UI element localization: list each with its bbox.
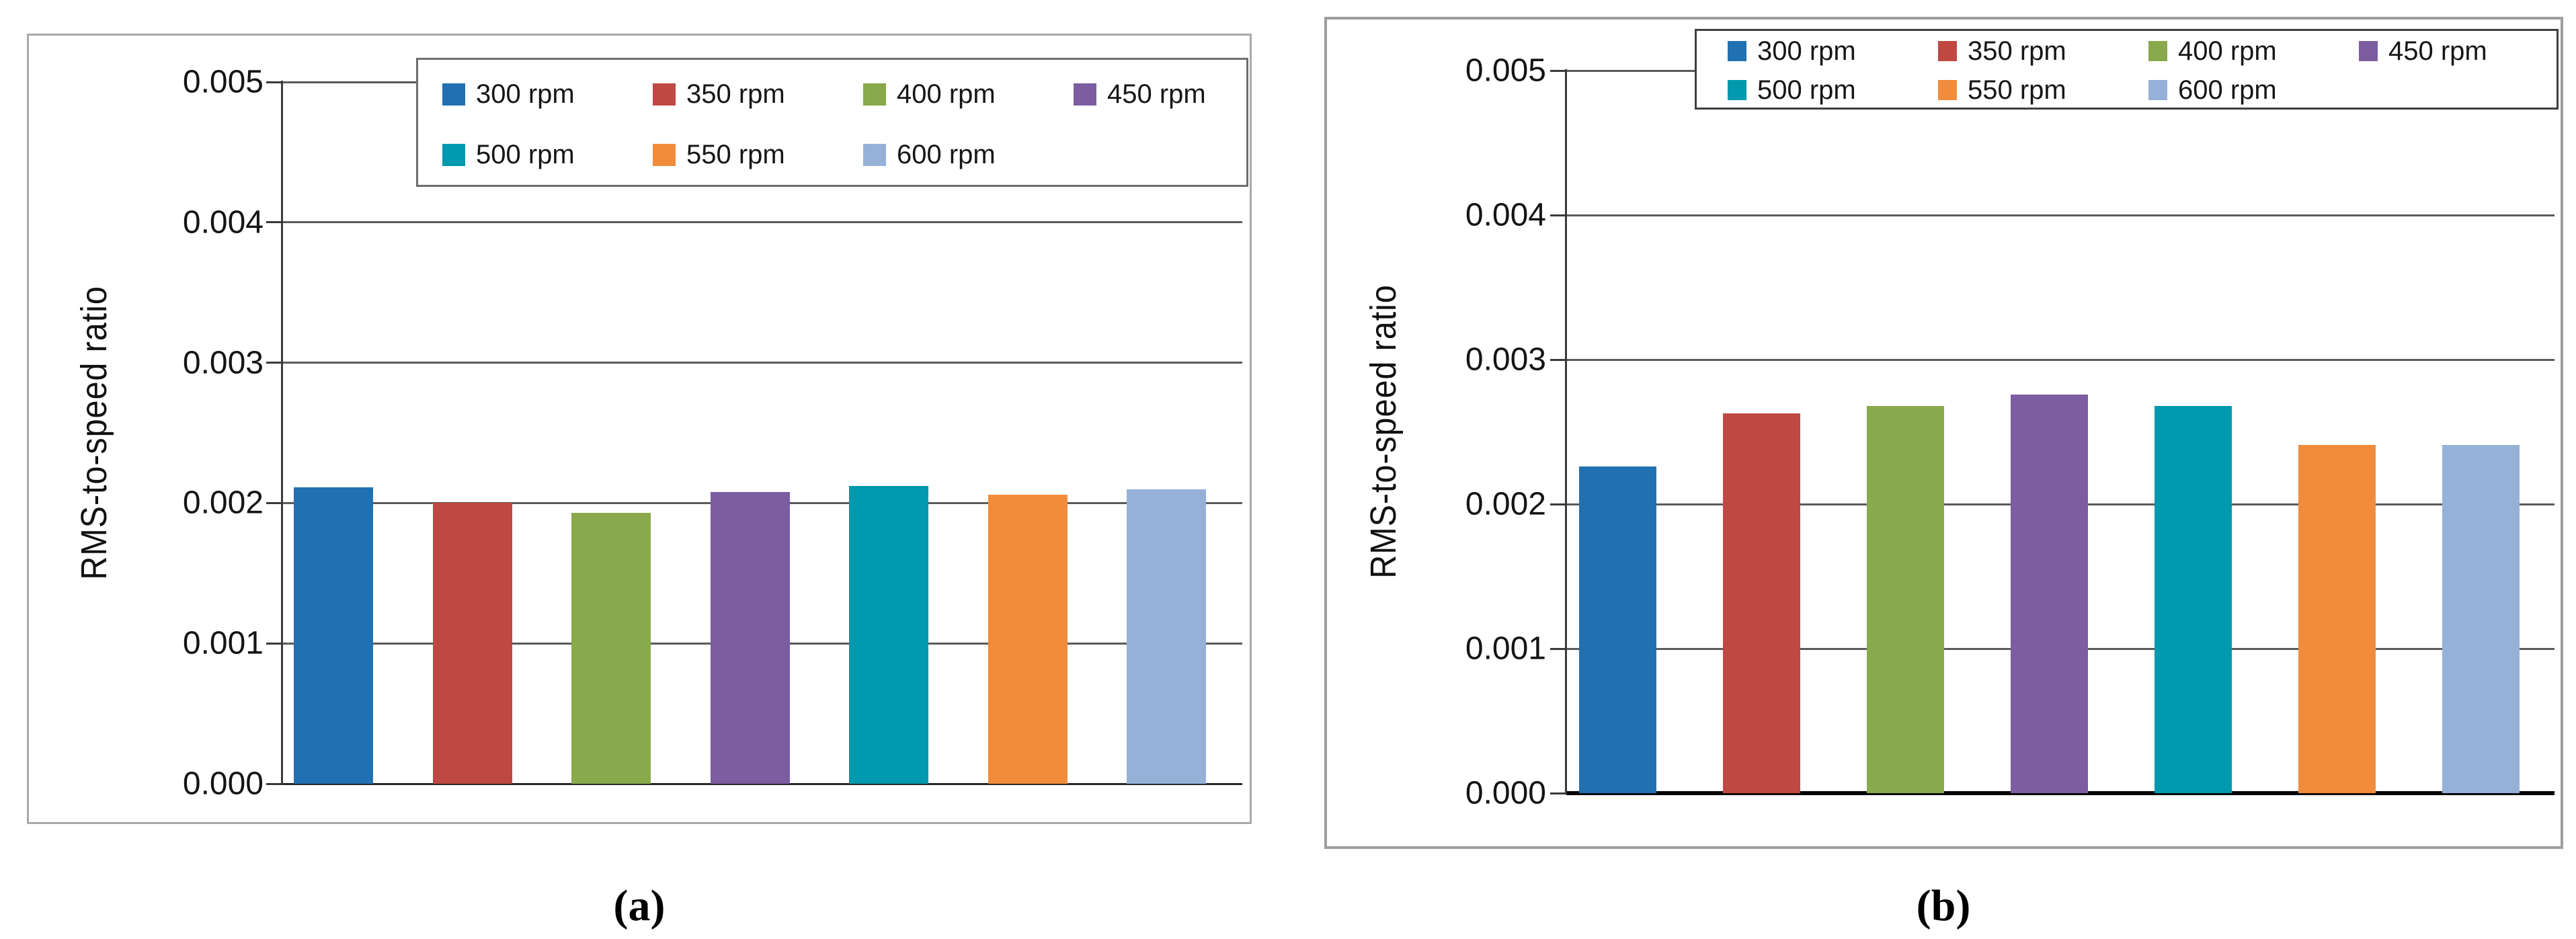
gridline-b xyxy=(1566,358,2554,361)
y-axis-line-a xyxy=(281,81,283,785)
y-tick-label-a: 0.003 xyxy=(182,345,264,381)
bar-500rpm xyxy=(849,486,928,784)
y-tick-b xyxy=(1550,214,1566,216)
y-tick-label-a: 0.000 xyxy=(182,766,264,802)
legend-label: 350 rpm xyxy=(1968,36,2066,66)
legend-a: 300 rpm 350 rpm 400 rpm 450 rpm 500 rpm 550 r… xyxy=(416,58,1248,187)
y-tick-label-b: 0.005 xyxy=(1465,52,1546,89)
legend-b: 300 rpm 350 rpm 400 rpm 450 rpm 500 rpm 550 r… xyxy=(1695,29,2559,110)
gridline-b xyxy=(1566,214,2554,216)
legend-item-300rpm: 300 rpm xyxy=(442,79,653,110)
legend-label: 450 rpm xyxy=(1107,79,1206,109)
legend-swatch-icon xyxy=(442,83,465,106)
legend-item-550rpm: 550 rpm xyxy=(653,140,863,170)
gridline-a xyxy=(282,221,1242,224)
bar-350rpm xyxy=(1723,413,1800,793)
y-tick-label-a: 0.002 xyxy=(182,485,264,521)
legend-swatch-icon xyxy=(2148,80,2167,100)
y-tick-label-b: 0.003 xyxy=(1465,341,1546,378)
legend-label: 600 rpm xyxy=(897,139,996,169)
gridline-a xyxy=(282,362,1242,364)
legend-label: 400 rpm xyxy=(897,79,996,109)
legend-swatch-icon xyxy=(1938,41,1957,61)
legend-label: 600 rpm xyxy=(2178,75,2277,105)
legend-item-450rpm: 450 rpm xyxy=(2359,36,2569,67)
caption-a: (a) xyxy=(613,881,666,930)
legend-item-500rpm: 500 rpm xyxy=(1728,75,1938,106)
legend-item-600rpm: 600 rpm xyxy=(863,140,1074,170)
legend-item-500rpm: 500 rpm xyxy=(442,140,653,170)
y-tick-label-a: 0.004 xyxy=(182,204,264,241)
legend-swatch-icon xyxy=(1938,80,1957,100)
legend-swatch-icon xyxy=(653,83,676,106)
y-tick-label-b: 0.002 xyxy=(1465,486,1546,522)
x-axis-line-b xyxy=(1566,791,2554,795)
legend-swatch-icon xyxy=(863,143,886,166)
legend-item-600rpm: 600 rpm xyxy=(2148,75,2359,106)
y-tick-b xyxy=(1550,69,1566,72)
y-tick-b xyxy=(1550,647,1566,650)
caption-b: (b) xyxy=(1916,881,1971,930)
legend-swatch-icon xyxy=(442,143,465,166)
y-tick-label-b: 0.000 xyxy=(1465,775,1546,811)
legend-item-400rpm: 400 rpm xyxy=(2148,36,2359,67)
bar-600rpm xyxy=(2442,445,2520,793)
y-tick-label-a: 0.005 xyxy=(182,64,264,100)
legend-label: 350 rpm xyxy=(686,79,785,109)
y-tick-a xyxy=(266,81,282,83)
legend-swatch-icon xyxy=(1728,41,1746,61)
bar-550rpm xyxy=(988,495,1068,784)
legend-swatch-icon xyxy=(2359,41,2378,61)
legend-item-350rpm: 350 rpm xyxy=(653,79,863,110)
legend-item-300rpm: 300 rpm xyxy=(1728,36,1938,67)
legend-label: 550 rpm xyxy=(1968,75,2066,105)
legend-swatch-icon xyxy=(863,83,886,106)
bar-400rpm xyxy=(1867,406,1944,793)
bar-550rpm xyxy=(2298,445,2376,793)
bar-350rpm xyxy=(432,503,512,784)
y-tick-b xyxy=(1550,503,1566,505)
bar-450rpm xyxy=(710,492,790,784)
y-axis-title-a: RMS-to-speed ratio xyxy=(74,286,114,580)
bar-300rpm xyxy=(294,487,373,784)
y-axis-title-b: RMS-to-speed ratio xyxy=(1363,284,1404,579)
legend-label: 500 rpm xyxy=(1757,75,1856,105)
bar-300rpm xyxy=(1579,466,1656,793)
legend-label: 300 rpm xyxy=(1757,36,1856,66)
legend-label: 300 rpm xyxy=(476,79,575,109)
legend-item-450rpm: 450 rpm xyxy=(1074,79,1284,110)
bar-600rpm xyxy=(1127,489,1206,784)
y-tick-label-b: 0.001 xyxy=(1465,630,1546,667)
bar-500rpm xyxy=(2155,406,2232,793)
y-tick-b xyxy=(1550,358,1566,361)
y-axis-line-b xyxy=(1565,69,1567,794)
legend-item-350rpm: 350 rpm xyxy=(1938,36,2148,67)
y-tick-a xyxy=(266,362,282,364)
legend-item-550rpm: 550 rpm xyxy=(1938,75,2148,106)
legend-label: 400 rpm xyxy=(2178,36,2277,66)
legend-label: 550 rpm xyxy=(686,139,785,169)
legend-swatch-icon xyxy=(1074,83,1096,106)
y-tick-label-a: 0.001 xyxy=(182,625,264,661)
y-tick-a xyxy=(266,221,282,224)
legend-item-400rpm: 400 rpm xyxy=(863,79,1074,110)
legend-swatch-icon xyxy=(2148,41,2167,61)
y-tick-b xyxy=(1550,792,1566,794)
legend-swatch-icon xyxy=(653,143,676,166)
y-tick-a xyxy=(266,782,282,785)
y-tick-label-b: 0.004 xyxy=(1465,197,1546,233)
legend-label: 450 rpm xyxy=(2388,36,2487,66)
y-tick-a xyxy=(266,642,282,645)
y-tick-a xyxy=(266,501,282,504)
bar-450rpm xyxy=(2011,395,2088,793)
x-axis-line-a xyxy=(282,782,1242,785)
legend-label: 500 rpm xyxy=(476,139,575,169)
bar-400rpm xyxy=(571,513,651,784)
legend-swatch-icon xyxy=(1728,80,1746,100)
